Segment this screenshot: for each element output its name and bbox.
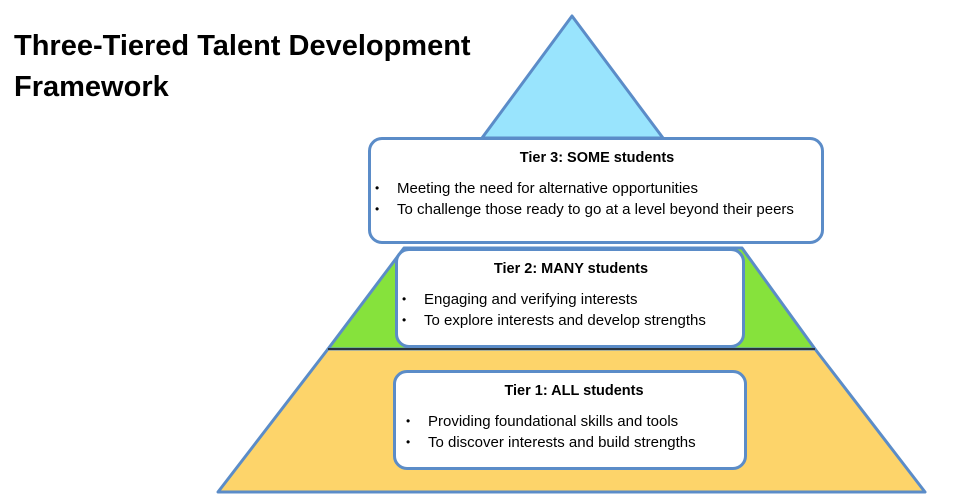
list-item: • To discover interests and build strengt… xyxy=(406,434,696,451)
tier-2-bullets: • Engaging and verifying interests • To ex… xyxy=(400,289,742,331)
tier-3-heading: Tier 3: SOME students xyxy=(519,150,675,166)
list-item: • Engaging and verifying interests xyxy=(402,291,638,308)
tier-3-box: Tier 3: SOME students • Meeting the need … xyxy=(368,137,824,244)
list-item: • Meeting the need for alternative opport… xyxy=(375,180,699,197)
diagram-title: Three-Tiered Talent Development Framewor… xyxy=(14,30,471,103)
list-item: • Providing foundational skills and tools xyxy=(406,413,679,430)
tier-1-heading: Tier 1: ALL students xyxy=(504,383,644,399)
tier-1-bullets: • Providing foundational skills and tools… xyxy=(404,411,744,453)
list-item: • To challenge those ready to go at a lev… xyxy=(375,201,794,218)
pyramid-tier3-apex xyxy=(480,14,665,140)
tier-2-heading: Tier 2: MANY students xyxy=(493,261,649,277)
list-item: • To explore interests and develop streng… xyxy=(402,312,706,329)
tier-1-box: Tier 1: ALL students • Providing foundati… xyxy=(393,370,747,470)
tier-3-bullets: • Meeting the need for alternative opport… xyxy=(373,178,821,220)
tier-2-box: Tier 2: MANY students • Engaging and veri… xyxy=(395,248,745,348)
